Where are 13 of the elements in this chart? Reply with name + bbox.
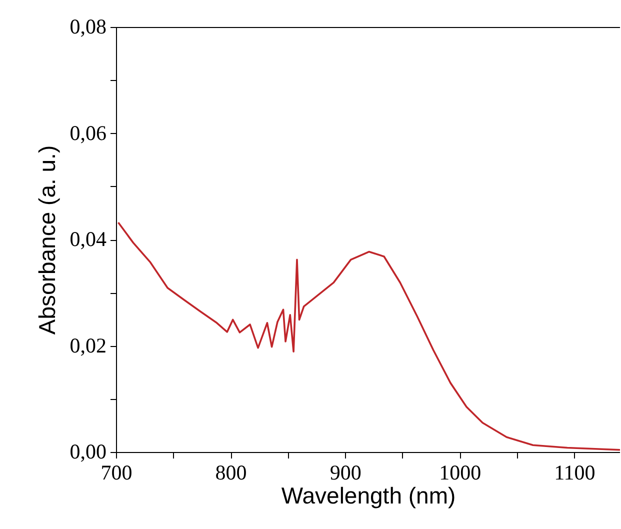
y-axis-title: Absorbance (a. u.) [34,145,60,335]
y-tick-label: 0,04 [70,227,107,251]
x-tick-label: 1100 [554,460,596,484]
y-tick-label: 0,02 [70,333,106,358]
y-tick-label: 0,00 [70,440,106,464]
x-tick-label: 800 [215,460,247,484]
y-tick-label: 0,06 [70,120,106,145]
x-tick-label: 700 [100,460,132,484]
y-tick-label: 0,08 [70,14,106,38]
x-axis-title: Wavelength (nm) [281,482,456,508]
x-tick-label: 900 [330,460,362,484]
x-tick-label: 1000 [439,460,482,484]
line-series [117,222,620,451]
